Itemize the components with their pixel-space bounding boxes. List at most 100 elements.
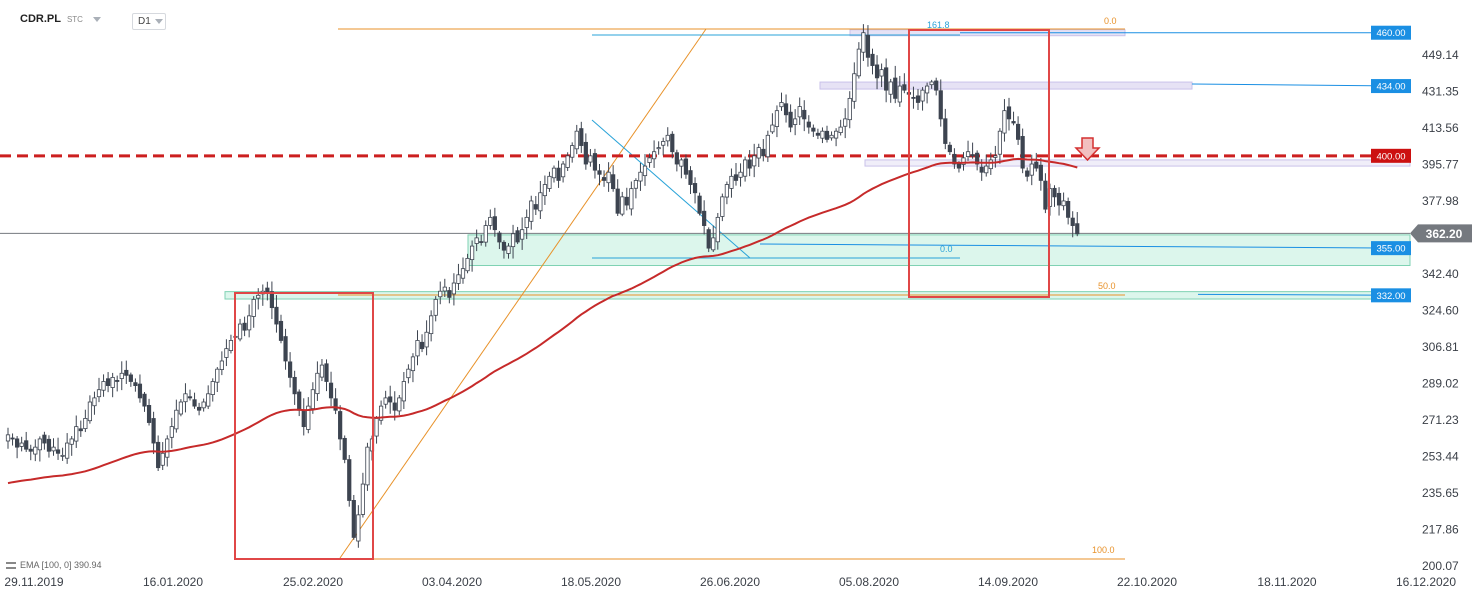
candle-body [1075, 223, 1080, 235]
candle-body [119, 372, 124, 379]
candle [1011, 111, 1016, 126]
candle [78, 420, 83, 437]
candle [5, 427, 11, 449]
symbol-header[interactable]: CDR.PL STC [20, 13, 101, 25]
candle-body [492, 216, 497, 231]
indicator-legend[interactable]: EMA [100, 0] 390.94 [6, 560, 102, 570]
candle [520, 217, 525, 250]
candle [670, 131, 675, 159]
candle-body [60, 454, 65, 457]
date-tick-label: 25.02.2020 [283, 575, 343, 589]
level-355-line [759, 243, 1411, 249]
candle [24, 431, 29, 453]
price-level-text: 400.00 [1376, 151, 1405, 162]
candle [51, 438, 56, 456]
candle-body [306, 405, 311, 430]
candle [174, 399, 179, 433]
candle [274, 295, 279, 333]
candle-body [142, 393, 147, 407]
candle-body [515, 230, 520, 243]
candle-body [1020, 136, 1025, 169]
candle [774, 105, 780, 138]
price-tick-label: 377.98 [1422, 194, 1459, 208]
candle-body [843, 118, 848, 127]
candle [169, 417, 174, 449]
candle [92, 391, 97, 415]
candle [865, 25, 871, 67]
candle [756, 143, 761, 168]
candle [993, 145, 998, 168]
candle [215, 367, 220, 393]
candle-body [151, 418, 156, 444]
candle-body [237, 323, 243, 340]
date-tick-label: 16.01.2020 [143, 575, 203, 589]
overlays: 0.0 50.0 100.0 161.8 0.0 [234, 16, 1117, 560]
candle [947, 141, 952, 155]
candle [515, 226, 520, 245]
candle-body [533, 204, 538, 210]
candle-body [692, 183, 698, 194]
candle-body [620, 196, 625, 215]
candle-body [1061, 200, 1066, 207]
candle-body [137, 383, 143, 399]
current-price-tag: 362.20 [1410, 224, 1472, 243]
down-arrow-icon [1074, 137, 1101, 162]
candle-body [456, 274, 461, 284]
candle-body [1006, 106, 1012, 120]
price-level-tag: 332.00 [1371, 288, 1411, 303]
candle-body [106, 378, 111, 386]
candle [19, 436, 24, 452]
candle [738, 163, 743, 187]
candle [752, 143, 757, 178]
candle-body [37, 438, 42, 451]
candle [952, 148, 957, 169]
candle [342, 435, 347, 464]
candle-body [228, 340, 234, 351]
chevron-down-icon[interactable] [92, 16, 101, 22]
candle-body [861, 32, 866, 53]
candle [410, 353, 416, 383]
candle-body [338, 411, 343, 440]
candle [620, 191, 625, 217]
candle [69, 436, 74, 456]
candle-body [192, 399, 197, 407]
candle [192, 392, 197, 409]
candle-body [397, 397, 402, 412]
price-tick-label: 217.86 [1422, 523, 1459, 537]
candle-body [997, 130, 1003, 155]
timeframe-select[interactable]: D1 [132, 13, 166, 30]
candle-body [146, 405, 152, 423]
candle [388, 385, 393, 414]
candle-body [834, 130, 839, 139]
symbol-name[interactable]: CDR.PL [20, 13, 61, 25]
candle [579, 121, 584, 153]
candle [406, 364, 411, 384]
fib-trend-line [339, 28, 707, 559]
candle [392, 391, 397, 421]
candle [747, 150, 752, 177]
candle-body [629, 188, 634, 210]
candle-body [42, 434, 47, 444]
candle-body [96, 389, 102, 398]
candle-body [438, 290, 443, 298]
candle [483, 220, 488, 247]
candle-body [743, 159, 748, 177]
candle-body [902, 84, 907, 91]
candle [351, 494, 356, 540]
candle-body [474, 237, 479, 244]
candle-body [870, 53, 875, 66]
candle [592, 148, 598, 179]
candle [806, 115, 811, 134]
candle [365, 442, 370, 491]
candle-body [970, 154, 975, 157]
candle-body [715, 216, 720, 243]
candle-body [465, 257, 470, 272]
candle [383, 390, 388, 409]
price-level-box [1371, 148, 1411, 163]
candle-body [55, 449, 61, 454]
candle [37, 436, 42, 462]
candle-body [1043, 180, 1048, 210]
price-level-text: 460.00 [1376, 28, 1405, 39]
candle [497, 230, 502, 250]
